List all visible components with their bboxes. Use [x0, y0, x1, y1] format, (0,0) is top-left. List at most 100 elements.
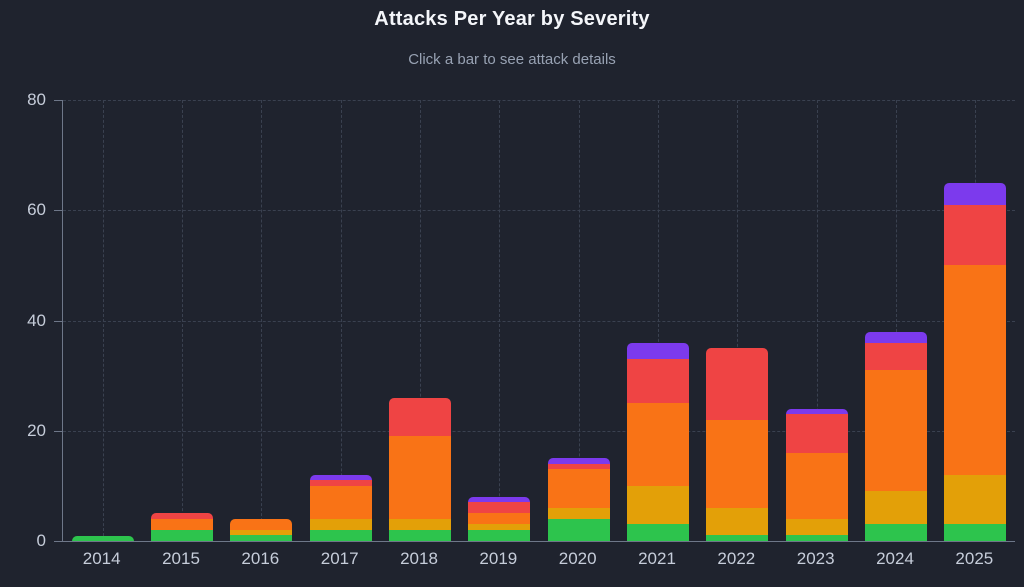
- bar-segment-green: [706, 535, 769, 541]
- bar-segment-green: [944, 524, 1007, 541]
- bar-2015[interactable]: [151, 513, 213, 541]
- bar-2022[interactable]: [706, 348, 769, 541]
- bar-segment-red: [627, 359, 689, 404]
- bar-2016[interactable]: [230, 518, 293, 541]
- gridline-x-2016: [261, 100, 263, 541]
- plot-area: [62, 100, 1015, 542]
- x-axis-label-2024: 2024: [876, 549, 914, 568]
- bar-segment-red: [547, 463, 610, 470]
- bar-segment-purple: [627, 342, 689, 360]
- bar-segment-purple: [865, 331, 927, 343]
- bar-segment-yellow: [944, 474, 1007, 525]
- bar-segment-yellow: [468, 524, 531, 530]
- bar-segment-yellow: [230, 529, 293, 536]
- y-axis-label-0: 0: [36, 531, 46, 550]
- bar-segment-purple: [468, 496, 531, 503]
- bar-2020[interactable]: [547, 458, 610, 541]
- bar-2017[interactable]: [309, 474, 372, 541]
- bar-segment-green: [547, 518, 610, 541]
- y-axis-tick: [54, 100, 62, 101]
- bar-segment-purple: [944, 182, 1007, 205]
- y-axis-label-60: 60: [27, 200, 46, 220]
- bar-segment-red: [389, 397, 451, 437]
- gridline-y-20: [63, 430, 1015, 432]
- bar-segment-green: [468, 529, 531, 541]
- bar-2025[interactable]: [944, 182, 1007, 541]
- gridline-x-2022: [737, 100, 739, 541]
- x-axis-label-2023: 2023: [796, 549, 835, 568]
- y-axis-tick: [54, 210, 62, 212]
- bar-segment-green: [865, 524, 927, 541]
- bar-segment-orange: [706, 419, 769, 508]
- gridline-y-60: [63, 210, 1015, 212]
- y-axis-label-20: 20: [27, 420, 46, 440]
- bar-2023[interactable]: [785, 408, 848, 541]
- gridline-x-2019: [499, 100, 501, 541]
- bar-segment-yellow: [627, 485, 689, 525]
- bar-segment-orange: [785, 452, 848, 519]
- bar-2021[interactable]: [627, 342, 689, 541]
- bar-segment-orange: [151, 518, 213, 530]
- x-axis-label-2019: 2019: [479, 549, 518, 568]
- bar-segment-purple: [309, 474, 372, 481]
- bar-segment-orange: [627, 403, 689, 486]
- bar-segment-orange: [230, 518, 293, 530]
- gridline-x-2023: [816, 100, 818, 541]
- bar-segment-yellow: [547, 507, 610, 519]
- x-axis-label-2016: 2016: [241, 549, 280, 568]
- gridline-y-80: [63, 100, 1015, 101]
- x-axis-label-2021: 2021: [638, 549, 676, 568]
- y-axis-label-40: 40: [27, 310, 46, 330]
- bar-segment-green: [151, 529, 213, 541]
- bar-2018[interactable]: [389, 397, 451, 541]
- chart-subtitle: Click a bar to see attack details: [408, 51, 616, 68]
- gridline-x-2015: [182, 100, 183, 541]
- bar-segment-orange: [865, 370, 927, 492]
- bar-segment-green: [71, 535, 134, 541]
- bar-segment-yellow: [785, 518, 848, 536]
- x-axis-label-2018: 2018: [400, 549, 438, 568]
- x-axis-label-2014: 2014: [82, 549, 121, 568]
- bar-segment-yellow: [389, 518, 451, 530]
- x-axis-label-2025: 2025: [955, 549, 994, 568]
- gridline-x-2021: [658, 100, 659, 541]
- bar-segment-orange: [944, 265, 1007, 475]
- x-axis-label-2015: 2015: [162, 549, 200, 568]
- bar-segment-red: [468, 502, 531, 514]
- bar-segment-orange: [547, 469, 610, 508]
- bar-segment-red: [865, 342, 927, 371]
- y-axis-label-80: 80: [27, 90, 46, 109]
- bar-segment-red: [706, 348, 769, 420]
- bar-segment-orange: [468, 513, 531, 525]
- bar-segment-yellow: [309, 518, 372, 530]
- bar-segment-purple: [547, 458, 610, 464]
- bar-2019[interactable]: [468, 496, 531, 541]
- bar-segment-red: [309, 480, 372, 486]
- bar-segment-green: [389, 529, 451, 541]
- y-axis-tick: [54, 541, 62, 542]
- gridline-x-2018: [420, 100, 421, 541]
- bar-segment-purple: [785, 408, 848, 415]
- x-axis-label-2022: 2022: [717, 549, 756, 568]
- bar-2014[interactable]: [71, 535, 134, 541]
- bar-segment-green: [230, 535, 293, 541]
- chart-title: Attacks Per Year by Severity: [374, 8, 650, 30]
- gridline-x-2020: [578, 100, 580, 541]
- bar-segment-yellow: [865, 491, 927, 525]
- bar-segment-yellow: [706, 507, 769, 536]
- bar-segment-red: [151, 513, 213, 519]
- gridline-x-2024: [896, 100, 897, 541]
- bar-segment-green: [309, 529, 372, 541]
- x-axis-label-2020: 2020: [558, 549, 597, 568]
- bar-segment-green: [785, 535, 848, 541]
- gridline-y-40: [63, 320, 1015, 322]
- gridline-x-2014: [102, 100, 104, 541]
- bar-2024[interactable]: [865, 331, 927, 541]
- bar-segment-orange: [309, 485, 372, 519]
- y-axis-tick: [54, 320, 62, 322]
- bar-segment-red: [785, 414, 848, 453]
- y-axis-tick: [54, 430, 62, 432]
- bar-segment-green: [627, 524, 689, 541]
- gridline-x-2017: [340, 100, 342, 541]
